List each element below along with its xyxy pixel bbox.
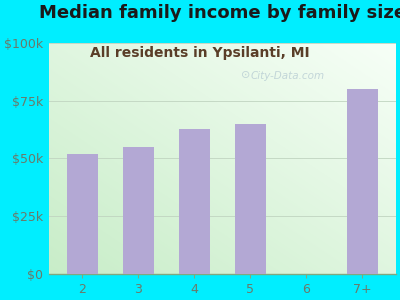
Text: City-Data.com: City-Data.com bbox=[250, 71, 324, 81]
Bar bbox=[347, 89, 378, 274]
Text: ⊙: ⊙ bbox=[242, 70, 251, 80]
Bar bbox=[235, 124, 266, 274]
Text: All residents in Ypsilanti, MI: All residents in Ypsilanti, MI bbox=[90, 46, 310, 61]
Bar bbox=[67, 154, 98, 274]
Title: Median family income by family size: Median family income by family size bbox=[39, 4, 400, 22]
Bar bbox=[123, 147, 154, 274]
Bar bbox=[179, 128, 210, 274]
